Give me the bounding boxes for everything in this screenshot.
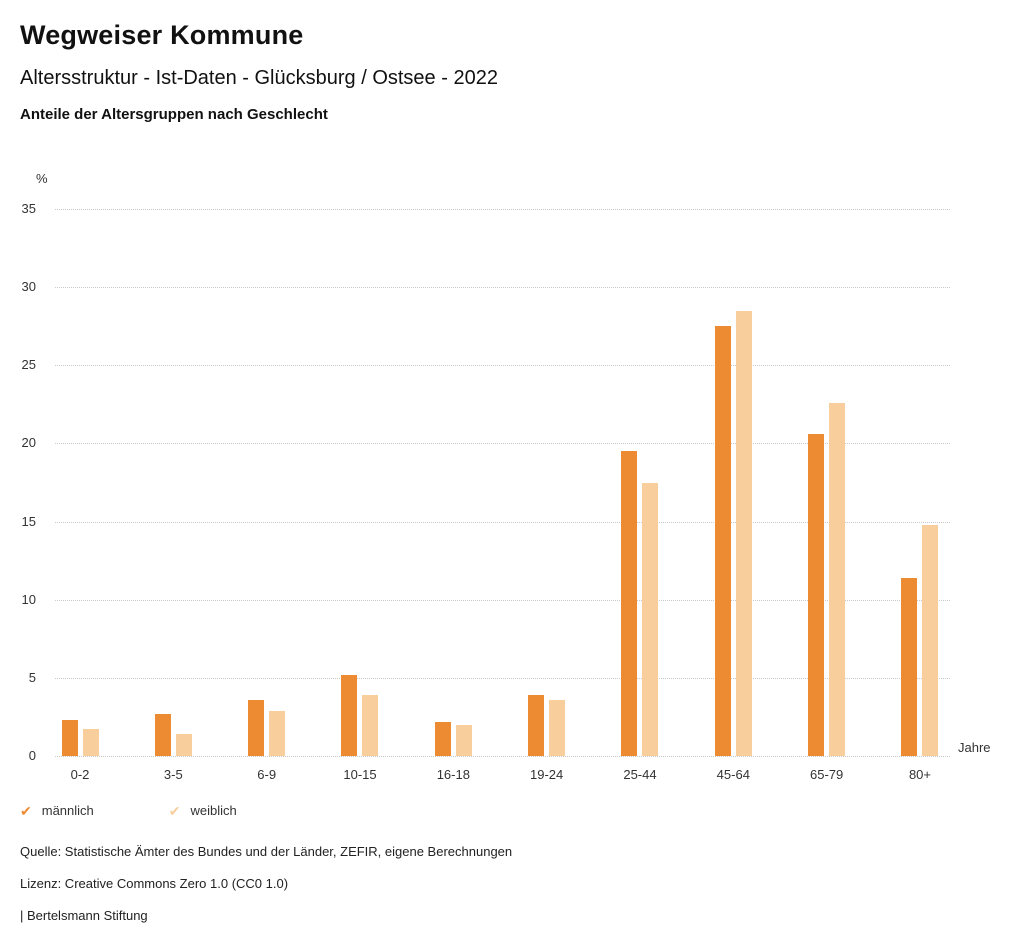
y-tick-label: 30	[21, 279, 36, 295]
bar-männlich-0-2	[61, 720, 78, 756]
bar-männlich-80+	[901, 577, 918, 756]
y-tick-label: 25	[21, 357, 36, 373]
bar-weiblich-19-24	[549, 699, 566, 756]
bar-männlich-19-24	[528, 695, 545, 756]
header: Wegweiser Kommune Altersstruktur - Ist-D…	[20, 20, 498, 123]
legend-item-weiblich: ✔ weiblich	[169, 803, 237, 818]
x-axis-unit-label: Jahre	[958, 740, 991, 755]
legend: ✔ männlich ✔ weiblich	[20, 803, 237, 818]
y-axis-unit-label: %	[36, 171, 48, 186]
source-text: Quelle: Statistische Ämter des Bundes un…	[20, 844, 513, 859]
bar-männlich-25-44	[621, 451, 638, 756]
license-text: Lizenz: Creative Commons Zero 1.0 (CC0 1…	[20, 876, 289, 891]
bar-weiblich-16-18	[455, 724, 472, 756]
x-tick-label: 25-44	[623, 767, 657, 782]
gridline	[55, 521, 950, 523]
bar-group-6-9	[248, 209, 286, 756]
bar-männlich-45-64	[714, 326, 731, 756]
bar-weiblich-10-15	[362, 695, 379, 756]
x-tick-label: 16-18	[436, 767, 470, 782]
bar-weiblich-6-9	[269, 710, 286, 756]
bar-weiblich-45-64	[735, 310, 752, 756]
x-tick-label: 19-24	[530, 767, 564, 782]
bar-männlich-3-5	[154, 713, 171, 756]
y-tick-label: 20	[21, 435, 36, 451]
x-tick-label: 65-79	[810, 767, 844, 782]
chart-subtitle: Altersstruktur - Ist-Daten - Glücksburg …	[20, 67, 498, 89]
y-tick-label: 15	[21, 513, 36, 529]
bar-männlich-10-15	[341, 674, 358, 756]
bar-group-19-24	[528, 209, 566, 756]
y-axis: 0 5 10 15 20 25 30 35	[0, 201, 36, 763]
gridline	[55, 287, 950, 289]
bar-weiblich-80+	[922, 524, 939, 756]
gridline	[55, 599, 950, 601]
bar-group-65-79	[808, 209, 846, 756]
x-tick-label: 45-64	[716, 767, 750, 782]
legend-label: weiblich	[190, 803, 237, 818]
gridline	[55, 209, 950, 210]
x-tick-label: 3-5	[163, 767, 183, 782]
x-tick-label: 0-2	[70, 767, 90, 782]
footer: Quelle: Statistische Ämter des Bundes un…	[20, 844, 512, 940]
gridline	[55, 365, 950, 367]
page-title: Wegweiser Kommune	[20, 20, 304, 50]
x-tick-label: 10-15	[343, 767, 377, 782]
check-icon: ✔	[20, 802, 32, 819]
bar-männlich-16-18	[434, 721, 451, 756]
bar-group-3-5	[154, 209, 192, 756]
bar-männlich-65-79	[808, 434, 825, 756]
attribution-text: | Bertelsmann Stiftung	[20, 908, 148, 923]
legend-label: männlich	[41, 803, 94, 818]
bar-weiblich-3-5	[175, 734, 192, 756]
bar-group-0-2	[61, 209, 99, 756]
y-tick-label: 35	[21, 201, 36, 216]
bar-group-16-18	[434, 209, 472, 756]
legend-item-maennlich: ✔ männlich	[20, 803, 94, 818]
chart-caption: Anteile der Altersgruppen nach Geschlech…	[20, 106, 328, 123]
y-tick-label: 0	[28, 748, 36, 763]
bar-weiblich-25-44	[642, 482, 659, 756]
plot-area: 0-2 3-5 6-9 10-15 16-18 19-24 25-44 45-64 65-79 8…	[55, 209, 950, 782]
bar-männlich-6-9	[248, 699, 265, 756]
bar-weiblich-0-2	[82, 729, 99, 756]
y-tick-label: 10	[21, 591, 36, 607]
gridline	[55, 677, 950, 679]
gridline	[55, 756, 950, 757]
check-icon: ✔	[168, 802, 181, 819]
gridline	[55, 443, 950, 445]
bar-group-45-64	[714, 209, 752, 756]
bar-group-25-44	[621, 209, 659, 756]
bar-group-80+	[901, 209, 939, 756]
x-tick-label: 80+	[908, 767, 931, 782]
bar-group-10-15	[341, 209, 379, 756]
bar-weiblich-65-79	[829, 402, 846, 756]
x-tick-label: 6-9	[257, 767, 277, 782]
y-tick-label: 5	[28, 669, 36, 685]
